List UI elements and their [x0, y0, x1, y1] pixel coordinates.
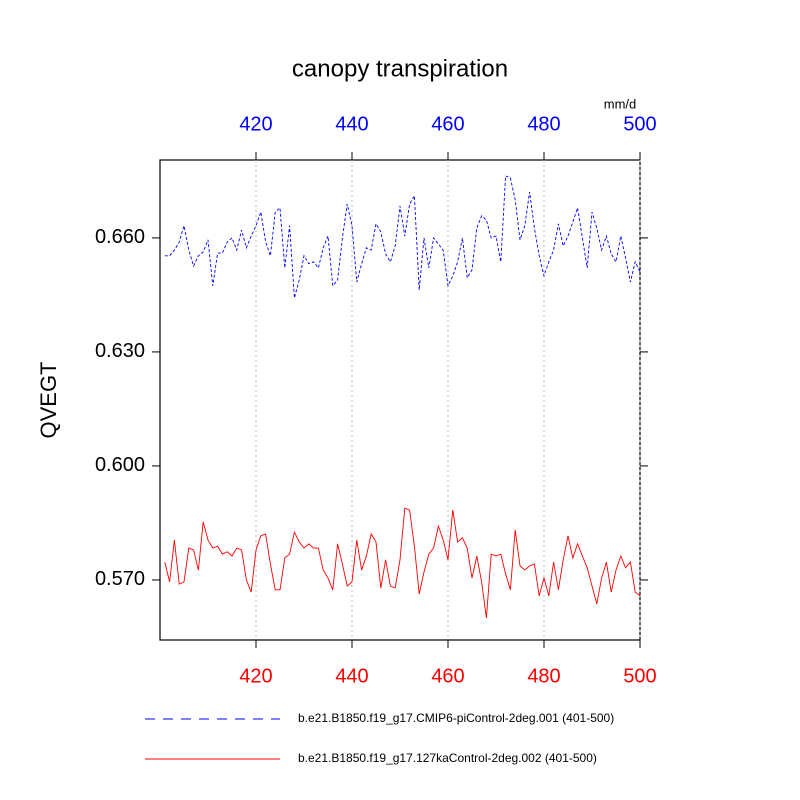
x2-tick-label: 500 — [623, 113, 656, 135]
x-tick-label: 480 — [527, 665, 560, 687]
y-tick-label: 0.570 — [95, 568, 145, 590]
y-axis-label: QVEGT — [36, 361, 61, 438]
data-line — [164, 507, 641, 619]
x2-tick-label: 460 — [431, 113, 464, 135]
x-tick-label: 440 — [335, 665, 368, 687]
x2-tick-label: 480 — [527, 113, 560, 135]
y-tick-label: 0.660 — [95, 226, 145, 248]
legend-label: b.e21.B1850.f19_g17.CMIP6-piControl-2deg… — [298, 711, 614, 725]
chart-title: canopy transpiration — [292, 55, 508, 82]
x-tick-label: 500 — [623, 665, 656, 687]
x-tick-label: 460 — [431, 665, 464, 687]
legend-label: b.e21.B1850.f19_g17.127kaControl-2deg.00… — [298, 751, 597, 765]
y-tick-label: 0.630 — [95, 340, 145, 362]
plot-frame — [159, 159, 641, 641]
x2-tick-label: 420 — [239, 113, 272, 135]
y-tick-label: 0.600 — [95, 454, 145, 476]
data-line — [164, 175, 641, 299]
x-tick-label: 420 — [239, 665, 272, 687]
x2-tick-label: 440 — [335, 113, 368, 135]
units-label: mm/d — [604, 96, 637, 111]
